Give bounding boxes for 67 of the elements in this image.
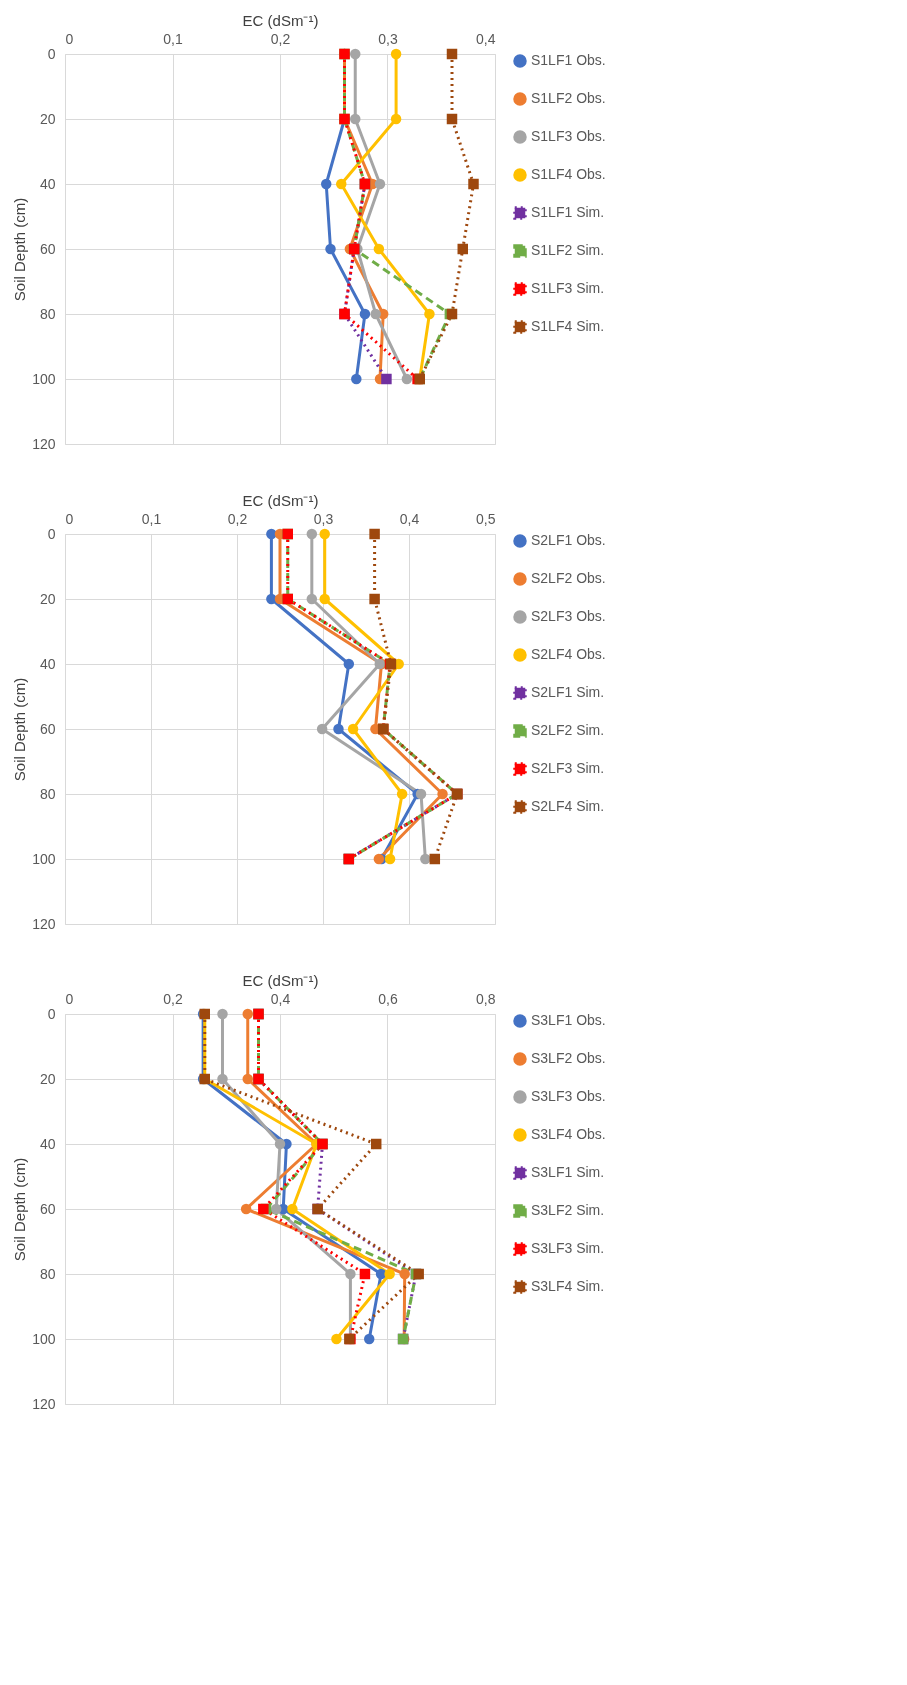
x-axis-title: EC (dSm⁻¹): [242, 491, 319, 509]
x-tick-label: 0,2: [163, 990, 183, 1007]
x-tick-label: 0,6: [378, 990, 398, 1007]
y-tick-label: 0: [47, 525, 56, 542]
y-tick-label: 100: [32, 1330, 56, 1347]
y-tick-label: 100: [32, 370, 56, 387]
y-tick-label: 20: [39, 110, 56, 127]
legend-label: S1LF3 Obs.: [531, 128, 606, 144]
x-axis-title: EC (dSm⁻¹): [242, 971, 319, 989]
y-axis-title: Soil Depth (cm): [11, 677, 29, 782]
x-tick-label: 0,4: [476, 30, 496, 47]
legend-label: S2LF4 Obs.: [531, 646, 606, 662]
legend-label: S2LF2 Obs.: [531, 570, 606, 586]
y-tick-label: 60: [39, 1200, 56, 1217]
x-tick-label: 0,3: [378, 30, 398, 47]
x-tick-label: 0,1: [163, 30, 183, 47]
y-axis-title: Soil Depth (cm): [11, 1157, 29, 1262]
x-tick-label: 0: [65, 30, 74, 47]
legend-label: S3LF2 Obs.: [531, 1050, 606, 1066]
legend-label: S1LF3 Sim.: [531, 280, 605, 296]
x-tick-label: 0,4: [399, 510, 420, 527]
legend-label: S1LF4 Sim.: [531, 318, 605, 334]
x-tick-label: 0,4: [270, 990, 291, 1007]
legend-label: S1LF1 Obs.: [531, 52, 606, 68]
legend-label: S3LF3 Sim.: [531, 1240, 605, 1256]
y-tick-label: 120: [32, 435, 56, 452]
x-tick-label: 0,2: [270, 30, 291, 47]
legend-label: S2LF1 Sim.: [531, 684, 605, 700]
y-tick-label: 40: [39, 1135, 56, 1152]
x-tick-label: 0,2: [227, 510, 248, 527]
x-tick-label: 0,1: [141, 510, 162, 527]
x-tick-label: 0,5: [476, 510, 496, 527]
legend-label: S2LF1 Obs.: [531, 532, 606, 548]
x-tick-label: 0: [65, 510, 74, 527]
legend-label: S1LF2 Sim.: [531, 242, 605, 258]
y-tick-label: 80: [39, 1265, 56, 1282]
y-tick-label: 0: [47, 45, 56, 62]
y-tick-label: 80: [39, 785, 56, 802]
legend-label: S2LF2 Sim.: [531, 722, 605, 738]
legend-label: S1LF4 Obs.: [531, 166, 606, 182]
y-tick-label: 0: [47, 1005, 56, 1022]
legend-label: S3LF4 Obs.: [531, 1126, 606, 1142]
y-tick-label: 40: [39, 175, 56, 192]
y-tick-label: 60: [39, 720, 56, 737]
y-tick-label: 120: [32, 915, 56, 932]
legend-label: S3LF1 Sim.: [531, 1164, 605, 1180]
legend-label: S3LF3 Obs.: [531, 1088, 606, 1104]
legend-label: S2LF3 Sim.: [531, 760, 605, 776]
y-tick-label: 20: [39, 590, 56, 607]
y-tick-label: 40: [39, 655, 56, 672]
y-tick-label: 80: [39, 305, 56, 322]
y-tick-label: 60: [39, 240, 56, 257]
legend-label: S3LF2 Sim.: [531, 1202, 605, 1218]
legend-label: S2LF3 Obs.: [531, 608, 606, 624]
y-tick-label: 120: [32, 1395, 56, 1412]
y-tick-label: 100: [32, 850, 56, 867]
legend-label: S2LF4 Sim.: [531, 798, 605, 814]
x-tick-label: 0,3: [313, 510, 334, 527]
legend-label: S1LF1 Sim.: [531, 204, 605, 220]
x-tick-label: 0: [65, 990, 74, 1007]
x-axis-title: EC (dSm⁻¹): [242, 11, 319, 29]
y-tick-label: 20: [39, 1070, 56, 1087]
legend-label: S3LF1 Obs.: [531, 1012, 606, 1028]
y-axis-title: Soil Depth (cm): [11, 197, 29, 302]
x-tick-label: 0,8: [476, 990, 496, 1007]
legend-label: S1LF2 Obs.: [531, 90, 606, 106]
legend-label: S3LF4 Sim.: [531, 1278, 605, 1294]
